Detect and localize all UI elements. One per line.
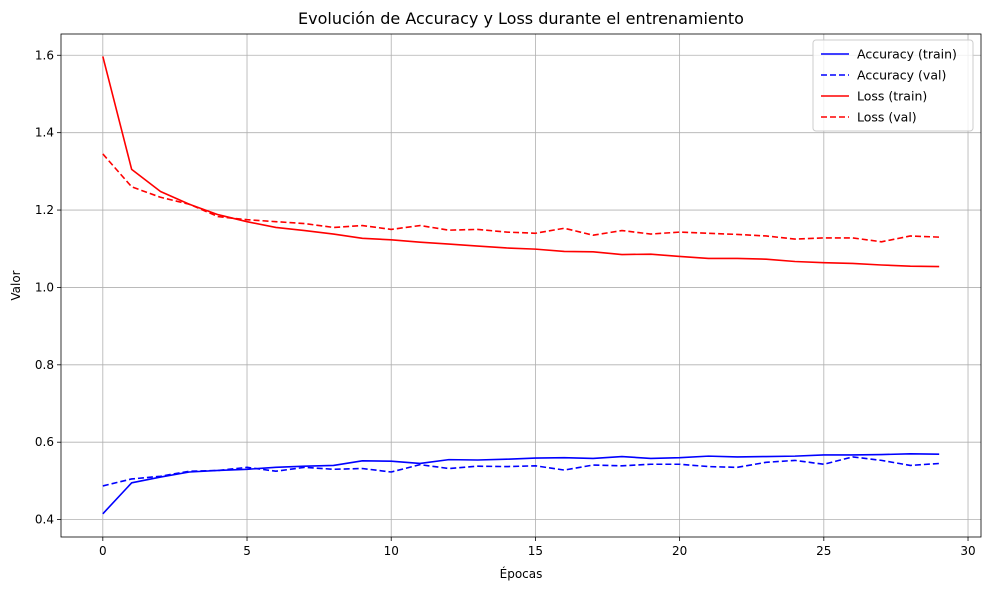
legend-entry-label: Loss (val) (857, 110, 917, 125)
legend-entry-label: Accuracy (train) (857, 47, 957, 62)
series-line (102, 456, 940, 487)
legend-entry-label: Loss (train) (857, 89, 927, 104)
plot-frame (60, 33, 982, 538)
x-tick-label: 0 (99, 544, 107, 558)
y-tick-label: 1.2 (35, 203, 54, 217)
y-tick-label: 0.4 (35, 513, 54, 527)
legend-box (812, 39, 974, 132)
y-axis-label: Valor (9, 270, 23, 300)
chart-title: Evolución de Accuracy y Loss durante el … (298, 9, 744, 28)
x-tick-label: 10 (384, 544, 399, 558)
x-tick-label: 5 (243, 544, 251, 558)
series-line (102, 453, 940, 515)
x-tick-label: 15 (528, 544, 543, 558)
legend: Accuracy (train) Accuracy (val) Loss (trai… (812, 39, 974, 132)
y-tick-label: 0.6 (35, 435, 54, 449)
x-tick-label: 25 (816, 544, 831, 558)
axis-ticks: 0 5 10 15 20 25 30 0.4 0.6 0.8 1.0 1.2 1.4 1.6 (35, 48, 976, 558)
x-tick-label: 20 (672, 544, 687, 558)
legend-entry-label: Accuracy (val) (857, 68, 946, 83)
series-line (102, 153, 940, 243)
x-axis-label: Épocas (500, 566, 543, 581)
y-tick-label: 1.0 (35, 280, 54, 294)
y-tick-label: 1.6 (35, 48, 54, 62)
series-lines (102, 56, 940, 515)
y-tick-label: 1.4 (35, 126, 54, 140)
series-line (102, 56, 940, 268)
x-tick-label: 30 (960, 544, 975, 558)
y-tick-label: 0.8 (35, 358, 54, 372)
